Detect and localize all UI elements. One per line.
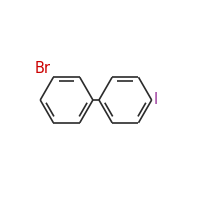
Text: I: I <box>154 92 158 108</box>
Text: Br: Br <box>34 61 50 76</box>
